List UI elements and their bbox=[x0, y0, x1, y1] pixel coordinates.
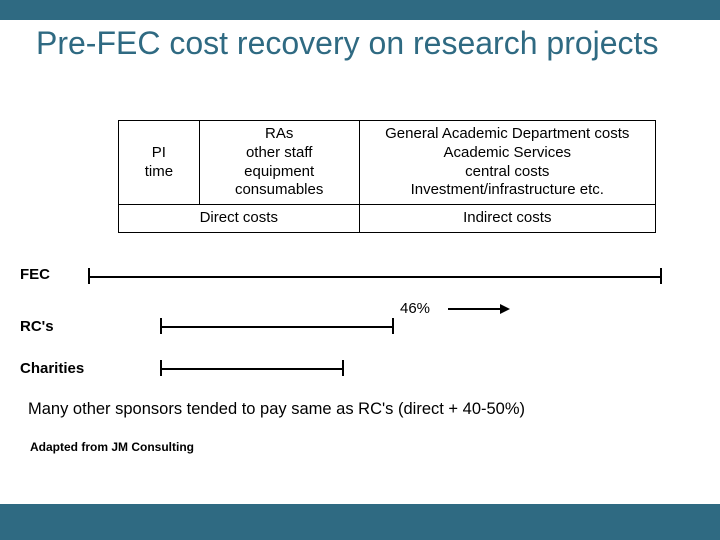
label-rc: RC's bbox=[20, 318, 54, 335]
page-title: Pre-FEC cost recovery on research projec… bbox=[36, 26, 676, 61]
bracket-rc bbox=[160, 318, 394, 334]
bracket-fec bbox=[88, 268, 662, 284]
cell-general: General Academic Department costsAcademi… bbox=[359, 121, 655, 205]
cost-table: PItime RAsother staffequipmentconsumable… bbox=[118, 120, 656, 233]
percent-label: 46% bbox=[400, 300, 430, 317]
header-band bbox=[0, 0, 720, 20]
footer-band bbox=[0, 504, 720, 540]
sponsor-note: Many other sponsors tended to pay same a… bbox=[28, 400, 688, 419]
bracket-charities bbox=[160, 360, 344, 376]
label-charities: Charities bbox=[20, 360, 84, 377]
cell-pi-time: PItime bbox=[119, 121, 200, 205]
cell-direct-costs: Direct costs bbox=[119, 205, 360, 233]
credit-line: Adapted from JM Consulting bbox=[30, 440, 194, 454]
cell-ras: RAsother staffequipmentconsumables bbox=[199, 121, 359, 205]
cell-indirect-costs: Indirect costs bbox=[359, 205, 655, 233]
label-fec: FEC bbox=[20, 266, 50, 283]
